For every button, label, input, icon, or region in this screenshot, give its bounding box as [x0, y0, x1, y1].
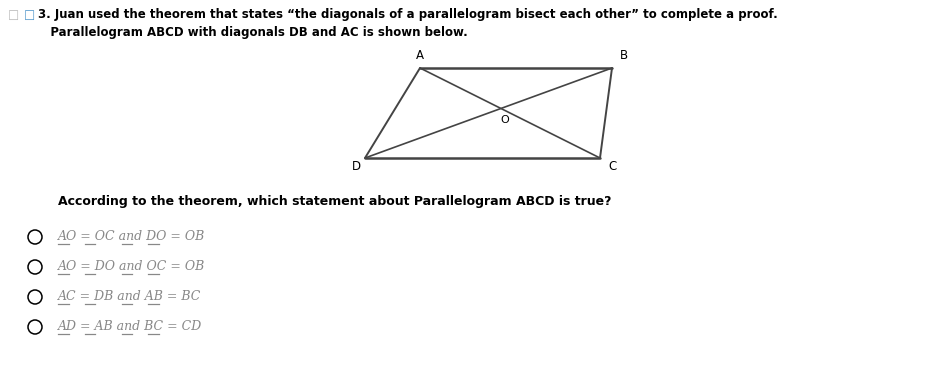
Text: According to the theorem, which statement about Parallelogram ABCD is true?: According to the theorem, which statemen…	[58, 195, 611, 208]
Text: AO = DO and OC = OB: AO = DO and OC = OB	[58, 260, 205, 273]
Text: D: D	[352, 160, 361, 173]
Text: 3. Juan used the theorem that states “the diagonals of a parallelogram bisect ea: 3. Juan used the theorem that states “th…	[38, 8, 778, 21]
Text: AC = DB and AB = BC: AC = DB and AB = BC	[58, 290, 202, 303]
Text: ☐: ☐	[24, 10, 35, 23]
Text: A: A	[416, 49, 424, 62]
Text: C: C	[608, 160, 617, 173]
Text: AD = AB and BC = CD: AD = AB and BC = CD	[58, 321, 202, 334]
Text: ☐: ☐	[8, 10, 20, 23]
Text: O: O	[500, 115, 508, 125]
Text: Parallelogram ABCD with diagonals DB and AC is shown below.: Parallelogram ABCD with diagonals DB and…	[38, 26, 467, 39]
Text: AO = OC and DO = OB: AO = OC and DO = OB	[58, 230, 205, 243]
Text: B: B	[620, 49, 628, 62]
